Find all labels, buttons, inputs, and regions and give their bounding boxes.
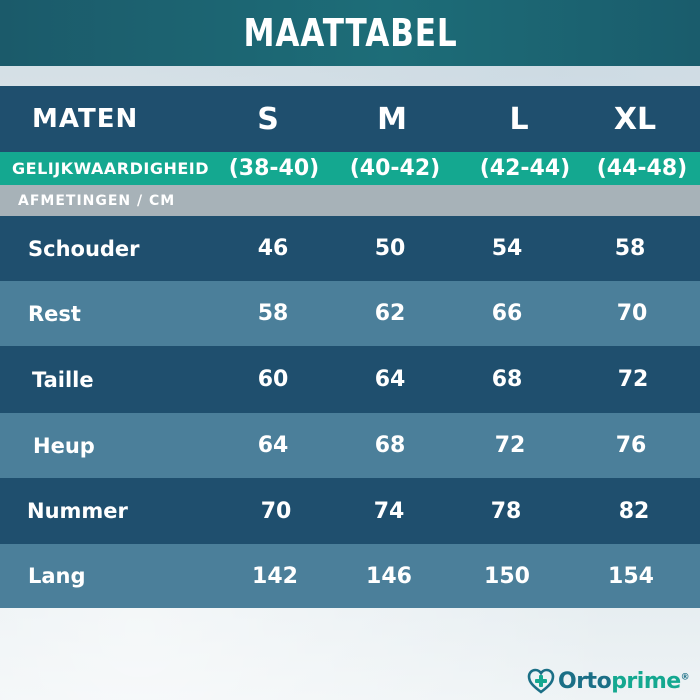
cell-value: 82 <box>618 498 650 524</box>
cell-value: 66 <box>491 301 523 326</box>
row-label: Taille <box>32 367 94 392</box>
heart-plus-icon <box>527 668 555 694</box>
cell-value: 54 <box>491 236 523 261</box>
size-m: M <box>377 101 407 137</box>
cell-value: 68 <box>374 433 406 458</box>
table-row: Rest 58 62 66 70 <box>0 281 700 346</box>
size-l: L <box>509 101 529 137</box>
cell-value: 62 <box>374 301 406 326</box>
measurements-label: AFMETINGEN / CM <box>18 192 176 209</box>
cell-value: 68 <box>491 367 523 392</box>
table-row: Nummer 70 74 78 82 <box>0 478 700 544</box>
equivalence-label: GELIJKWAARDIGHEID <box>12 159 209 178</box>
row-label: Lang <box>28 564 86 588</box>
cell-value: 70 <box>616 301 648 326</box>
title-bar: MAATTABEL <box>0 0 700 66</box>
equivalence-m: (40-42) <box>349 156 441 181</box>
cell-value: 72 <box>617 367 649 392</box>
cell-value: 142 <box>252 563 298 589</box>
equivalence-s: (38-40) <box>228 156 320 181</box>
equivalence-l: (42-44) <box>479 156 571 181</box>
row-label: Nummer <box>27 499 128 523</box>
cell-value: 58 <box>614 236 646 261</box>
sizes-label: MATEN <box>32 104 139 134</box>
size-header-row: MATEN S M L XL <box>0 86 700 152</box>
cell-value: 72 <box>494 433 526 458</box>
cell-value: 154 <box>608 563 654 589</box>
cell-value: 64 <box>374 367 406 392</box>
size-s: S <box>257 101 279 137</box>
equivalence-row: GELIJKWAARDIGHEID (38-40) (40-42) (42-44… <box>0 152 700 185</box>
cell-value: 70 <box>260 498 292 524</box>
cell-value: 64 <box>257 433 289 458</box>
row-label: Rest <box>28 301 81 326</box>
cell-value: 78 <box>490 498 522 524</box>
page-title: MAATTABEL <box>242 11 458 55</box>
size-xl: XL <box>613 101 657 137</box>
cell-value: 74 <box>373 498 405 524</box>
table-row: Schouder 46 50 54 58 <box>0 216 700 281</box>
brand-logo: Ortoprime® <box>527 666 699 696</box>
table-row: Heup 64 68 72 76 <box>0 413 700 478</box>
cell-value: 58 <box>257 301 289 326</box>
table-row: Lang 142 146 150 154 <box>0 544 700 608</box>
table-row: Taille 60 64 68 72 <box>0 346 700 413</box>
row-label: Heup <box>33 433 95 458</box>
cell-value: 50 <box>374 236 406 261</box>
cell-value: 76 <box>615 433 647 458</box>
cell-value: 150 <box>484 563 530 589</box>
measurements-label-row: AFMETINGEN / CM <box>0 185 700 216</box>
row-label: Schouder <box>28 236 140 261</box>
equivalence-xl: (44-48) <box>596 156 688 181</box>
cell-value: 60 <box>257 367 289 392</box>
cell-value: 46 <box>257 236 289 261</box>
brand-name: Ortoprime® <box>558 668 690 694</box>
cell-value: 146 <box>366 563 412 589</box>
